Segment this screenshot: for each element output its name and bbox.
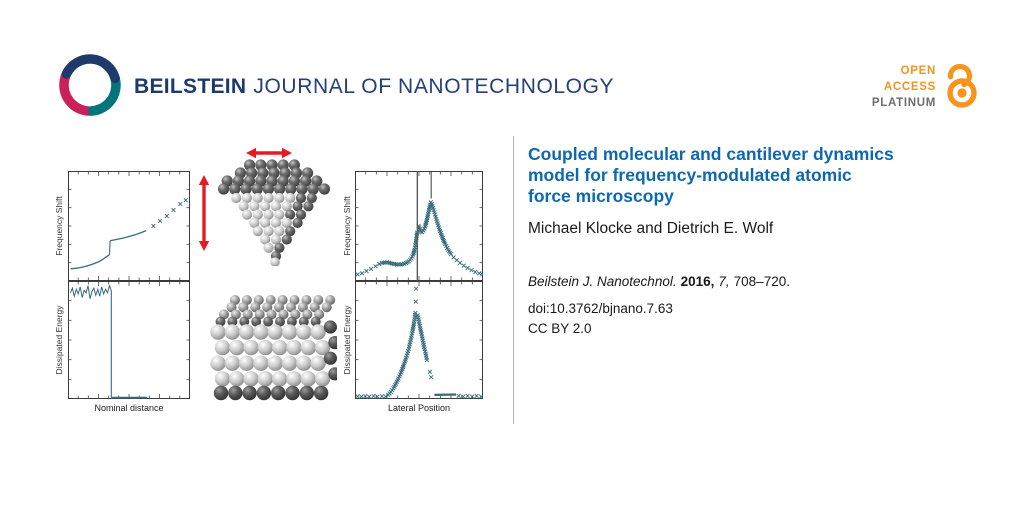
y-axis-label-dissipated-energy-right: Dissipated Energy: [342, 305, 352, 375]
open-access-line2: ACCESS: [883, 81, 936, 93]
journal-name-beilstein: BEILSTEIN: [134, 75, 247, 98]
journal-name-rest: JOURNAL OF NANOTECHNOLOGY: [253, 75, 615, 98]
afm-tip-atom-cluster-image: [218, 159, 330, 266]
citation-pages: 708–720.: [733, 274, 790, 289]
open-access-lock-icon: [947, 63, 977, 108]
beilstein-logo-icon: [59, 54, 121, 116]
article-title-line1: Coupled molecular and cantilever dynamic…: [528, 144, 894, 164]
article-title: Coupled molecular and cantilever dynamic…: [528, 144, 998, 207]
article-title-line3: force microscopy: [528, 186, 674, 206]
article-citation: Beilstein J. Nanotechnol. 2016, 7, 708–720.: [528, 274, 790, 289]
plot-lateral-dissipated-energy: [355, 281, 484, 399]
y-axis-label-frequency-shift-right: Frequency Shift: [342, 196, 352, 256]
plot-approach-dissipated-energy: [68, 281, 190, 399]
open-access-line1: OPEN: [900, 65, 936, 77]
x-axis-label-nominal-distance: Nominal distance: [94, 403, 164, 413]
article-title-line2: model for frequency-modulated atomic: [528, 165, 852, 185]
citation-journal: Beilstein J. Nanotechnol.: [528, 274, 677, 289]
plot-lateral-frequency-shift: [355, 171, 485, 281]
journal-name: BEILSTEIN JOURNAL OF NANOTECHNOLOGY: [134, 75, 614, 99]
y-axis-label-dissipated-energy-left: Dissipated Energy: [54, 305, 64, 375]
citation-volume: 7,: [718, 274, 730, 289]
citation-year: 2016,: [680, 274, 715, 289]
y-axis-label-frequency-shift-left: Frequency Shift: [54, 196, 64, 256]
vertical-divider: [513, 136, 514, 424]
lateral-oscillation-arrow-icon: [246, 147, 292, 159]
vertical-oscillation-arrow-icon: [198, 175, 210, 251]
substrate-atom-lattice-image: [210, 295, 337, 401]
article-license: CC BY 2.0: [528, 321, 592, 336]
article-doi: doi:10.3762/bjnano.7.63: [528, 301, 673, 316]
open-access-line3: PLATINUM: [871, 97, 936, 109]
plot-approach-frequency-shift: [68, 171, 190, 281]
x-axis-label-lateral-position: Lateral Position: [387, 403, 451, 413]
open-access-label: OPEN ACCESS PLATINUM: [872, 63, 936, 111]
article-authors: Michael Klocke and Dietrich E. Wolf: [528, 220, 774, 237]
